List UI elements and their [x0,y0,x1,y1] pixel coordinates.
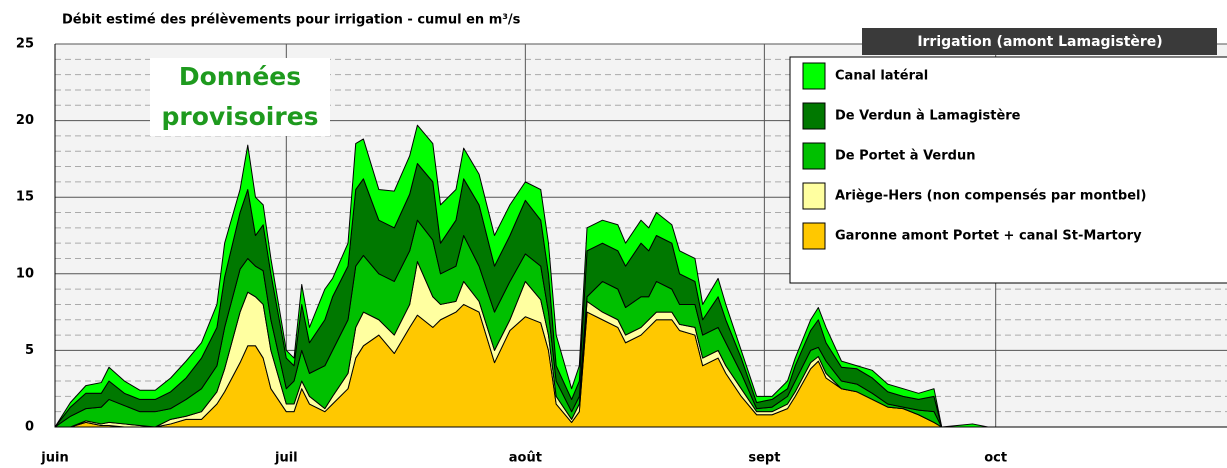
areas [54,124,989,428]
annotation: provisoires [161,102,318,131]
chart-title: Débit estimé des prélèvements pour irrig… [62,13,521,28]
x-tick-label: oct [984,451,1007,466]
badge [862,28,1217,55]
legend-swatch [802,102,826,130]
legend-label: Garonne amont Portet + canal St-Martory [835,229,1142,244]
annotation: Données [179,62,301,91]
y-tick-label: 20 [16,113,34,128]
legend-swatch [802,182,826,210]
area [54,124,989,428]
y-tick-label: 25 [16,37,34,52]
x-tick-label: juin [40,451,68,466]
y-tick-label: 5 [25,343,34,358]
legend-swatch [802,62,826,90]
legend-box [789,56,1227,284]
legend-label: Ariège-Hers (non compensés par montbel) [835,189,1146,204]
badge-text: Irrigation (amont Lamagistère) [917,34,1162,50]
legend-swatch [802,142,826,170]
x-tick-label: août [509,451,542,466]
x-tick-label: juil [274,451,298,466]
annotation-bg [150,58,330,136]
legend-label: De Verdun à Lamagistère [835,109,1021,124]
y-tick-label: 0 [25,420,34,435]
legend-label: De Portet à Verdun [835,149,975,164]
y-tick-label: 10 [16,266,34,281]
legend-label: Canal latéral [835,69,928,84]
legend-swatch [802,222,826,250]
overlay: Données provisoires Irrigation (amont Lama… [150,28,1227,284]
x-tick-label: sept [748,451,780,466]
y-tick-label: 15 [16,190,34,205]
